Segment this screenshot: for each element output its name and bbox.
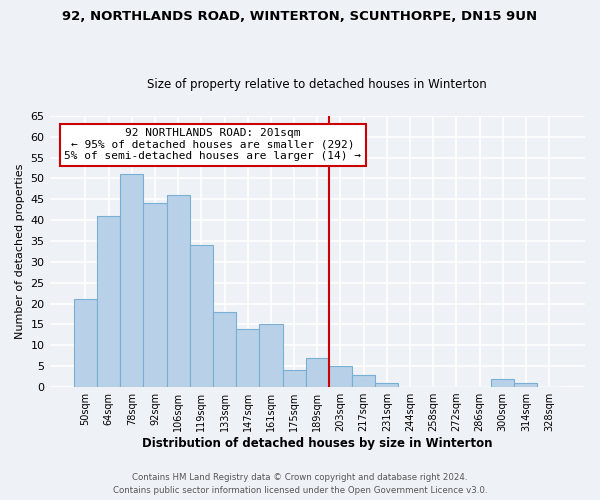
Bar (259, 324, 283, 387)
X-axis label: Distribution of detached houses by size in Winterton: Distribution of detached houses by size … (142, 437, 493, 450)
Bar (167, 195, 190, 387)
Bar (236, 328, 259, 387)
Bar (375, 383, 398, 387)
Bar (514, 383, 538, 387)
Text: Contains HM Land Registry data © Crown copyright and database right 2024.
Contai: Contains HM Land Registry data © Crown c… (113, 474, 487, 495)
Bar (74, 300, 97, 387)
Bar (190, 245, 213, 387)
Bar (329, 366, 352, 387)
Text: 92 NORTHLANDS ROAD: 201sqm
← 95% of detached houses are smaller (292)
5% of semi: 92 NORTHLANDS ROAD: 201sqm ← 95% of deta… (64, 128, 361, 162)
Bar (143, 204, 167, 387)
Bar (352, 374, 375, 387)
Title: Size of property relative to detached houses in Winterton: Size of property relative to detached ho… (148, 78, 487, 91)
Text: 92, NORTHLANDS ROAD, WINTERTON, SCUNTHORPE, DN15 9UN: 92, NORTHLANDS ROAD, WINTERTON, SCUNTHOR… (62, 10, 538, 23)
Bar (305, 358, 329, 387)
Bar (283, 370, 305, 387)
Bar (120, 174, 143, 387)
Bar (97, 216, 120, 387)
Bar (213, 312, 236, 387)
Y-axis label: Number of detached properties: Number of detached properties (15, 164, 25, 339)
Bar (491, 378, 514, 387)
